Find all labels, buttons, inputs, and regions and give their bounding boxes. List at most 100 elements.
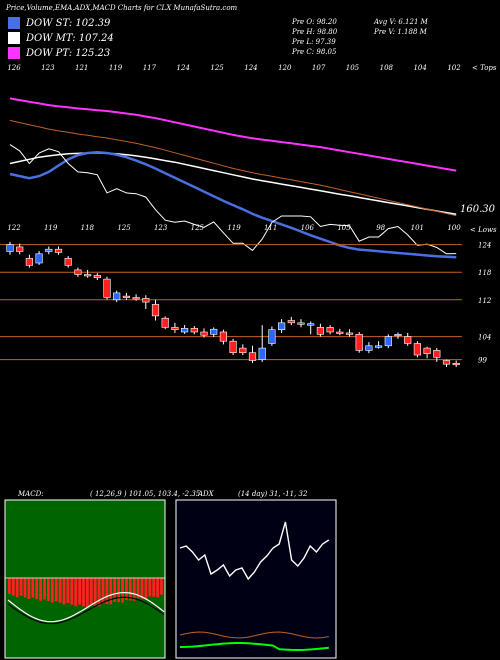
- candle-body: [6, 244, 14, 252]
- candle-body: [277, 322, 286, 330]
- macd-label: MACD:: [18, 490, 44, 498]
- adx-panel: [175, 499, 337, 659]
- macd-histogram-bar: [148, 578, 152, 597]
- top-tick-label: 117: [143, 64, 157, 72]
- top-tick-label: 108: [380, 64, 394, 72]
- top-tick-label: 105: [346, 64, 360, 72]
- macd-params: ( 12,26,9 ) 101.05, 103.4, -2.35: [90, 490, 201, 498]
- macd-histogram-bar: [117, 578, 120, 603]
- candle-body: [64, 258, 72, 266]
- macd-histogram-bar: [70, 578, 74, 605]
- candle-body: [200, 331, 208, 336]
- top-tick-label: 119: [109, 64, 123, 72]
- macd-histogram-bar: [43, 578, 46, 600]
- candle-body: [122, 295, 130, 298]
- legend-swatch-st: [8, 17, 20, 29]
- candle-body: [423, 347, 431, 354]
- candle-body: [394, 333, 402, 337]
- legend-label-pt: DOW PT: 125.23: [26, 47, 111, 59]
- bottom-tick-label: 123: [154, 224, 168, 232]
- tops-corner-label: < Tops: [472, 64, 497, 72]
- macd-histogram-bar: [66, 578, 70, 603]
- macd-histogram-bar: [160, 578, 163, 595]
- ema-long-line: [9, 119, 457, 217]
- stat-pre-volume: Pre V: 1.188 M: [374, 28, 427, 36]
- bottom-tick-label: 125: [191, 224, 205, 232]
- bottom-tick-label: 101: [411, 224, 424, 232]
- stat-pre-open: Pre O: 98.20: [292, 18, 337, 26]
- macd-histogram-bar: [89, 578, 93, 606]
- candle-body: [248, 352, 257, 361]
- candle-body: [336, 331, 344, 334]
- candle-body: [442, 360, 451, 365]
- candle-body: [171, 327, 179, 330]
- bottom-tick-label: 100: [447, 224, 461, 232]
- bottom-tick-label: 98: [376, 224, 385, 232]
- top-tick-label: 102: [447, 64, 461, 72]
- candle-body: [413, 343, 422, 356]
- macd-histogram-bar: [86, 578, 89, 608]
- candle-body: [210, 328, 218, 335]
- candle-body: [297, 322, 305, 325]
- macd-histogram-bar: [82, 578, 85, 607]
- price-level-label: 99: [478, 357, 487, 365]
- macd-histogram-bar: [97, 578, 101, 607]
- candle-body: [229, 340, 237, 354]
- candle-body: [316, 327, 325, 335]
- bottom-tick-label: 122: [7, 224, 21, 232]
- candle-body: [142, 298, 150, 303]
- macd-histogram-bar: [35, 578, 39, 600]
- candle-body: [374, 345, 383, 348]
- bottom-tick-label: 105: [337, 224, 351, 232]
- price-level-label: 104: [478, 334, 491, 342]
- legend-swatch-mt: [8, 32, 20, 44]
- adx-params: (14 day) 31, -11, 32: [238, 490, 308, 498]
- candle-body: [404, 336, 412, 344]
- candle-body: [345, 332, 354, 335]
- macd-histogram-bar: [93, 578, 97, 606]
- close-line: [9, 144, 457, 255]
- macd-histogram-bar: [11, 578, 15, 596]
- legend-label-mt: DOW MT: 107.24: [26, 32, 114, 44]
- candle-body: [54, 248, 63, 253]
- candle-body: [16, 246, 24, 252]
- candle-body: [181, 328, 189, 333]
- macd-signal-line: [7, 596, 165, 625]
- legend-dow-mt: DOW MT: 107.24: [8, 31, 114, 45]
- candle-body: [151, 304, 160, 317]
- macd-histogram-bar: [136, 578, 140, 599]
- candle-body: [84, 274, 92, 277]
- top-tick-label: 121: [75, 64, 88, 72]
- candle-body: [25, 258, 34, 266]
- top-tick-label: 126: [7, 64, 21, 72]
- candle-body: [35, 253, 43, 264]
- legend-dow-pt: DOW PT: 125.23: [8, 46, 110, 60]
- candle-body: [74, 269, 82, 275]
- candle-body: [219, 331, 228, 342]
- top-tick-label: 104: [413, 64, 426, 72]
- bottom-tick-label: 125: [117, 224, 131, 232]
- ema-line: [9, 97, 457, 172]
- candle-body: [190, 328, 198, 333]
- macd-line: [7, 591, 165, 623]
- candle-body: [307, 323, 315, 326]
- macd-histogram-bar: [152, 578, 156, 597]
- legend-dow-st: DOW ST: 102.39: [8, 16, 110, 30]
- stat-pre-close: Pre C: 98.05: [292, 48, 337, 56]
- candle-body: [355, 333, 363, 351]
- adx-line: [179, 521, 330, 581]
- macd-histogram-bar: [15, 578, 19, 598]
- candle-body: [239, 347, 247, 354]
- candle-body: [113, 292, 121, 301]
- macd-histogram-bar: [74, 578, 78, 607]
- top-tick-label: 124: [244, 64, 257, 72]
- price-level-label: 112: [478, 297, 492, 305]
- legend-swatch-pt: [8, 47, 20, 59]
- price-level-label: 118: [478, 269, 492, 277]
- macd-histogram-bar: [31, 578, 35, 598]
- top-tick-label: 107: [312, 64, 326, 72]
- macd-histogram-bar: [109, 578, 113, 605]
- candle-body: [161, 317, 169, 328]
- macd-histogram-bar: [54, 578, 58, 602]
